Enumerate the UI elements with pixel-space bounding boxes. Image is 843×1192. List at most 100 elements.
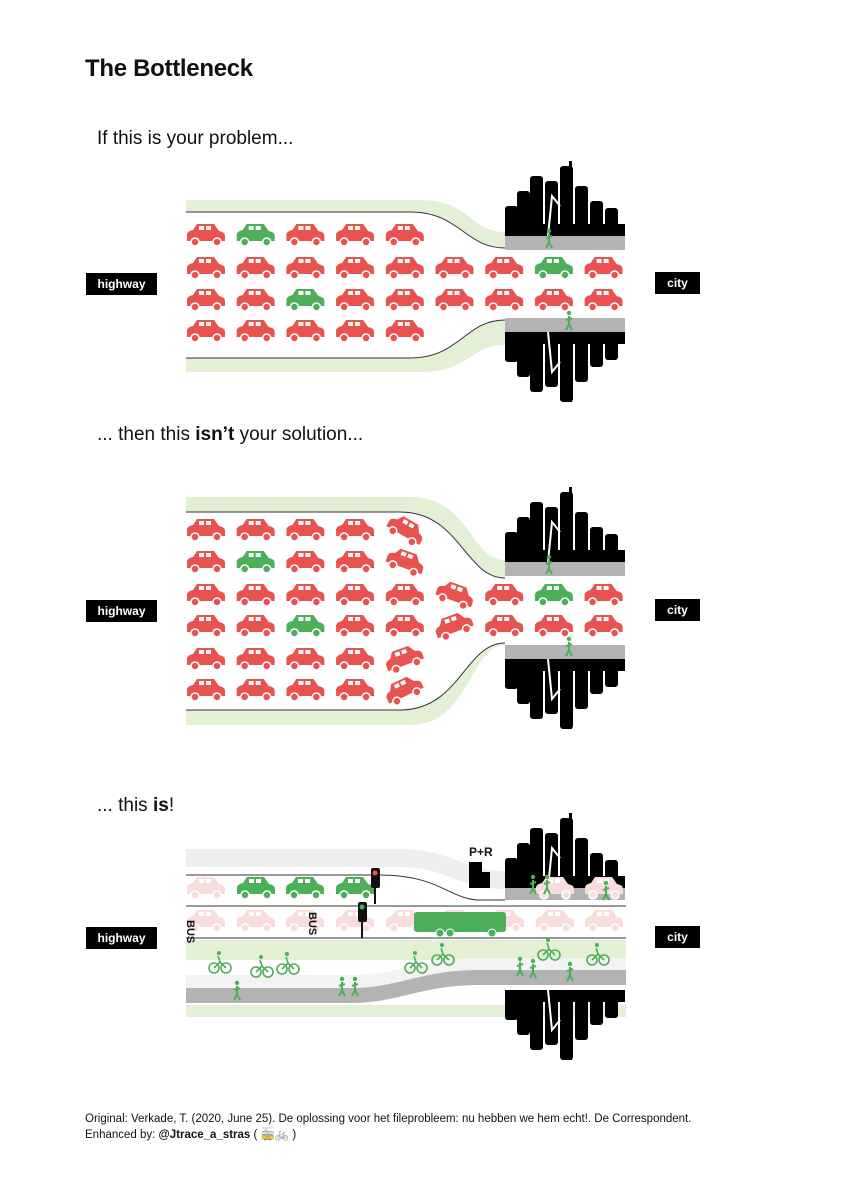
car-body	[584, 615, 623, 632]
tower-spire	[569, 990, 572, 1060]
car-icon	[386, 676, 424, 706]
car-wheel	[339, 692, 349, 702]
car-icon	[435, 257, 474, 280]
frame	[255, 959, 269, 973]
building	[517, 191, 530, 236]
building	[505, 532, 518, 562]
light	[372, 870, 378, 876]
car-window	[255, 259, 261, 263]
street	[547, 519, 561, 563]
car-wheel	[339, 890, 349, 900]
car-window	[255, 521, 261, 525]
car-window	[546, 617, 552, 621]
car-body	[236, 519, 275, 536]
car-wheel	[510, 302, 520, 312]
car-window	[348, 553, 354, 557]
car-wheel	[212, 597, 222, 607]
cyclist-icon	[586, 943, 610, 966]
car-wheel	[262, 923, 272, 933]
car-body	[385, 224, 424, 241]
car-window	[348, 650, 354, 654]
car-window	[397, 291, 403, 295]
wheel	[431, 954, 443, 966]
car-icon	[187, 648, 225, 671]
car-icon	[534, 615, 573, 638]
frame	[542, 942, 556, 956]
wheel	[404, 962, 416, 974]
car-body	[534, 289, 573, 306]
bus-lane-label: BUS	[306, 912, 318, 936]
car-wheel	[609, 597, 620, 607]
car-body	[236, 224, 275, 241]
car-window	[305, 259, 311, 263]
car-icon	[286, 910, 324, 933]
car-body	[336, 648, 375, 665]
pedestrian-icon	[565, 310, 573, 331]
car-window	[248, 681, 254, 685]
car-window	[596, 291, 602, 295]
city-sidewalk	[505, 236, 625, 250]
building	[530, 502, 543, 562]
car-icon	[236, 648, 275, 671]
car-window	[454, 259, 460, 263]
car-body	[187, 551, 225, 568]
credit-handle: @Jtrace_a_stras	[158, 1129, 251, 1141]
park-and-ride-label: P+R	[469, 845, 493, 859]
caption-solution: ... this is!	[97, 795, 174, 817]
wheel	[220, 962, 232, 974]
car-icon	[336, 257, 375, 280]
car-window	[248, 521, 254, 525]
car-window	[355, 879, 360, 883]
rider-head	[259, 955, 263, 959]
car-icon	[336, 648, 375, 671]
car-icon	[336, 679, 375, 702]
car-body	[237, 877, 275, 894]
caption-text: your solution...	[234, 424, 364, 445]
car-window	[355, 586, 361, 590]
car-wheel	[311, 628, 322, 638]
car-icon	[385, 289, 424, 312]
car-window	[454, 291, 460, 295]
pedestrian-icon	[545, 554, 553, 575]
car-wheel	[412, 687, 422, 697]
car-body	[187, 615, 225, 632]
car-body	[385, 320, 424, 337]
car-wheel	[190, 564, 200, 574]
car-wheel	[441, 631, 451, 642]
car-wheel	[239, 692, 250, 702]
car-body	[187, 910, 225, 927]
car-window	[408, 522, 415, 529]
wheel	[250, 966, 262, 978]
building	[575, 659, 588, 709]
citation: Original: Verkade, T. (2020, June 25). D…	[85, 1113, 692, 1125]
city-skyline-icon	[505, 331, 625, 402]
pedestrian-icon	[566, 961, 574, 982]
car-wheel	[561, 923, 571, 933]
body	[565, 642, 573, 657]
city-skyline-icon	[505, 161, 625, 237]
pedestrian-icon	[233, 980, 241, 1001]
car-wheel	[289, 532, 300, 542]
wheel	[276, 963, 288, 975]
car-body	[187, 257, 225, 274]
car-body	[336, 615, 375, 632]
car-icon	[286, 877, 324, 900]
car-wheel	[190, 628, 200, 638]
building	[505, 206, 518, 236]
verge	[186, 940, 626, 960]
car-wheel	[587, 628, 598, 638]
car-wheel	[311, 237, 322, 247]
car-wheel	[240, 923, 250, 933]
pedestrian-icon	[602, 880, 610, 901]
road-edge	[186, 211, 506, 249]
car-window	[206, 586, 211, 590]
car-wheel	[339, 564, 349, 574]
car-wheel	[339, 597, 349, 607]
car-body	[236, 584, 275, 601]
car-icon	[236, 551, 275, 574]
car-body	[286, 320, 325, 337]
car-icon	[286, 224, 325, 247]
car-body	[536, 910, 574, 927]
car-window	[255, 681, 261, 685]
